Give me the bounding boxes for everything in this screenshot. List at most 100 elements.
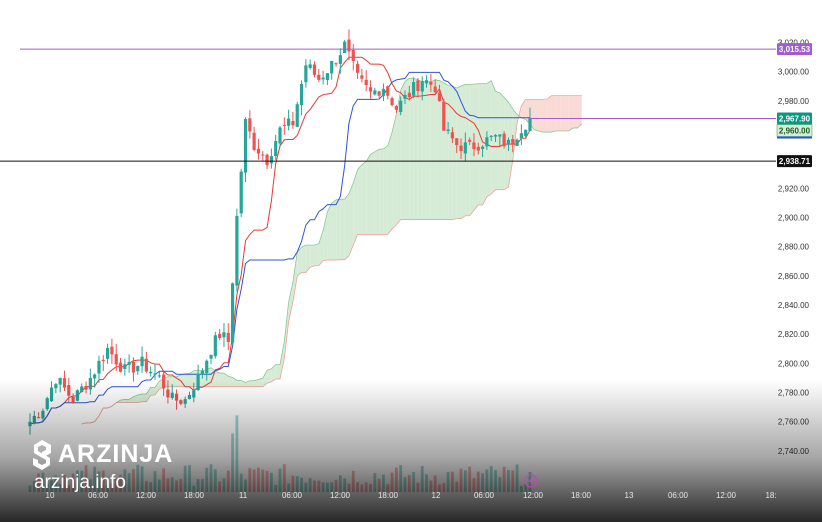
candle-body [321,77,325,80]
cloud-segment [504,97,509,190]
time-tick-label: 18:00 [184,491,205,500]
candle-body [97,360,101,374]
cloud-segment [267,368,272,384]
candle-body [252,132,256,150]
candle-body [368,87,373,92]
candle-body [390,98,394,106]
cloud-segment [499,92,505,190]
candle-body [485,137,489,147]
candle-body [480,146,485,149]
candle-body [463,142,467,154]
watermark-name: ARZINJA [58,440,174,468]
price-tick-label: 3,020.00 [778,39,810,48]
candle-body [140,356,144,367]
cloud-segment [366,154,371,235]
candle-body [274,141,278,156]
cloud-segment [417,79,423,220]
candle-body [226,332,230,342]
time-tick-label: 12 [432,491,441,500]
cloud-segment [491,80,496,195]
cloud-segment [348,183,354,256]
candle-body [403,95,407,99]
time-tick-label: 18: [765,491,776,500]
cloud-segment [383,145,388,235]
candle-body [157,375,161,377]
cloud-segment [478,83,483,206]
event-marker[interactable] [524,474,538,488]
cloud-segment [370,151,375,235]
candle-body [243,118,248,173]
candle-body [153,373,157,375]
cloud-segment [297,247,302,277]
candle-body [239,171,243,214]
price-tick-label: 2,800.00 [778,359,810,368]
cloud-segment [430,79,436,220]
candle-body [287,118,291,126]
candle-body [93,374,97,379]
cloud-segment [344,193,349,260]
support-price-label: 2,938.71 [779,157,811,166]
cloud-segment [280,341,285,379]
cloud-segment [327,203,332,260]
candle-body [230,283,235,343]
time-axis[interactable]: 10 06:00 12:00 18:00 11 06:00 12:00 18:00 12 06:0… [46,491,777,500]
cloud-segment [392,114,397,230]
cloud-segment [495,91,500,190]
candle-body [476,146,480,151]
candle-body [412,82,416,96]
candle-body [334,63,338,65]
cloud-segment [357,164,362,235]
cloud-segment [292,252,298,302]
cloud-segment [448,85,453,220]
lightning-icon [524,474,538,488]
candle-body [377,91,381,96]
candle-body [355,63,360,73]
cloud-segment [422,81,427,220]
price-tick-label: 2,880.00 [778,243,810,252]
cloud-segment [361,161,367,235]
candle-body [235,216,239,286]
cloud-segment [396,90,401,225]
candle-body [399,100,403,113]
candle-body [343,41,347,53]
cloud-segment [560,95,565,131]
candle-body [330,60,334,74]
candle-body [524,129,528,137]
cloud-segment [305,245,311,273]
candle-body [519,133,523,139]
candle-body [424,80,429,84]
price-tick-label: 2,820.00 [778,330,810,339]
candle-body [347,39,351,52]
candle-body [360,75,364,79]
candle-body [278,127,282,144]
cloud-segment [374,149,380,235]
time-tick-label: 13 [625,491,634,500]
candle-body [493,135,498,137]
candle-body [420,81,424,92]
candle-body [105,347,110,359]
cloud-segment [577,95,582,129]
candle-body [312,64,317,75]
cloud-segment [284,301,289,359]
candle-body [317,74,321,80]
cloud-segment [310,245,315,268]
cloud-segment [482,83,487,206]
candle-body [218,333,222,339]
candle-body [468,139,472,142]
time-tick-label: 06:00 [668,491,689,500]
candle-body [291,120,295,126]
cloud-segment [534,99,539,132]
candle-body [381,88,386,96]
time-tick-label: 12:00 [136,491,157,500]
time-tick-label: 12:00 [330,491,351,500]
cloud-segment [452,85,457,220]
watermark-shade [0,380,822,522]
price-tick-label: 2,900.00 [778,214,810,223]
cloud-segment [568,95,574,131]
cloud-segment [469,84,474,216]
candle-body [459,145,463,152]
cloud-segment [564,95,569,131]
ask-price-underline [777,136,812,139]
cloud-segment [387,132,393,235]
